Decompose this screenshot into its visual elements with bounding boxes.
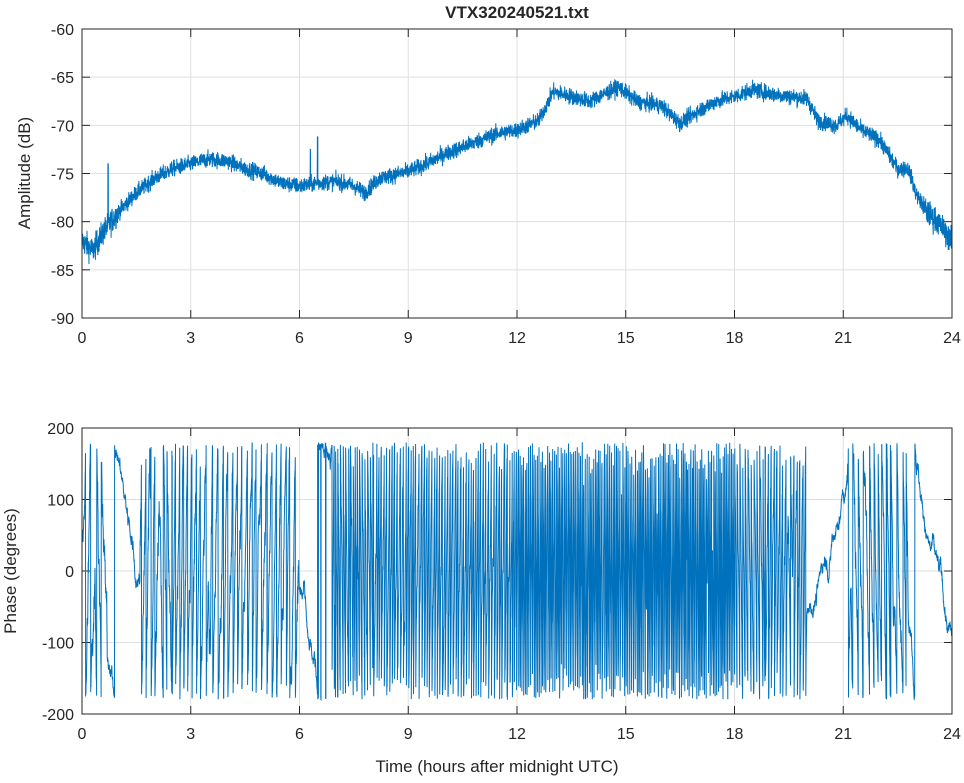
x-tick-label: 6 bbox=[295, 726, 304, 743]
phase-axes: 0 3 6 9 12 15 18 21 24 200 100 0 -100 -200 bbox=[42, 421, 961, 743]
axes-frame bbox=[81, 427, 953, 715]
x-tick-label: 9 bbox=[404, 330, 413, 347]
x-tick-label: 3 bbox=[186, 726, 195, 743]
phase-y-axis-label: Phase (degrees) bbox=[1, 508, 20, 634]
x-tick-label: 12 bbox=[508, 330, 526, 347]
y-tick-label: 100 bbox=[47, 493, 74, 510]
chart-title: VTX320240521.txt bbox=[445, 3, 589, 22]
y-tick-label: 200 bbox=[47, 421, 74, 438]
y-tick-label: -100 bbox=[42, 636, 74, 653]
x-tick-label: 12 bbox=[508, 726, 526, 743]
x-tick-label: 0 bbox=[78, 330, 87, 347]
x-tick-label: 6 bbox=[295, 330, 304, 347]
y-tick-label: -65 bbox=[51, 70, 74, 87]
x-tick-label: 21 bbox=[834, 330, 852, 347]
x-tick-label: 15 bbox=[617, 726, 635, 743]
amplitude-axes: 0 3 6 9 12 15 18 21 24 -60 -65 -70 -75 -80 -85 -90 bbox=[51, 22, 961, 347]
x-tick-label: 0 bbox=[78, 726, 87, 743]
x-tick-label: 24 bbox=[943, 330, 961, 347]
y-tick-label: -80 bbox=[51, 215, 74, 232]
y-tick-label: -70 bbox=[51, 118, 74, 135]
amplitude-y-axis-label: Amplitude (dB) bbox=[15, 117, 34, 229]
y-tick-label: -200 bbox=[42, 707, 74, 724]
y-tick-label: 0 bbox=[65, 564, 74, 581]
y-tick-label: -90 bbox=[51, 311, 74, 328]
amplitude-series-line bbox=[81, 79, 953, 265]
x-tick-label: 15 bbox=[617, 330, 635, 347]
x-tick-label: 24 bbox=[943, 726, 961, 743]
x-tick-label: 9 bbox=[404, 726, 413, 743]
x-tick-label: 18 bbox=[726, 330, 744, 347]
x-tick-label: 21 bbox=[834, 726, 852, 743]
y-tick-label: -75 bbox=[51, 167, 74, 184]
axes-frame bbox=[81, 28, 953, 319]
time-x-axis-label: Time (hours after midnight UTC) bbox=[375, 757, 618, 776]
y-tick-label: -85 bbox=[51, 263, 74, 280]
x-tick-label: 3 bbox=[186, 330, 195, 347]
x-tick-label: 18 bbox=[726, 726, 744, 743]
y-tick-label: -60 bbox=[51, 22, 74, 39]
phase-series-line bbox=[81, 442, 953, 702]
